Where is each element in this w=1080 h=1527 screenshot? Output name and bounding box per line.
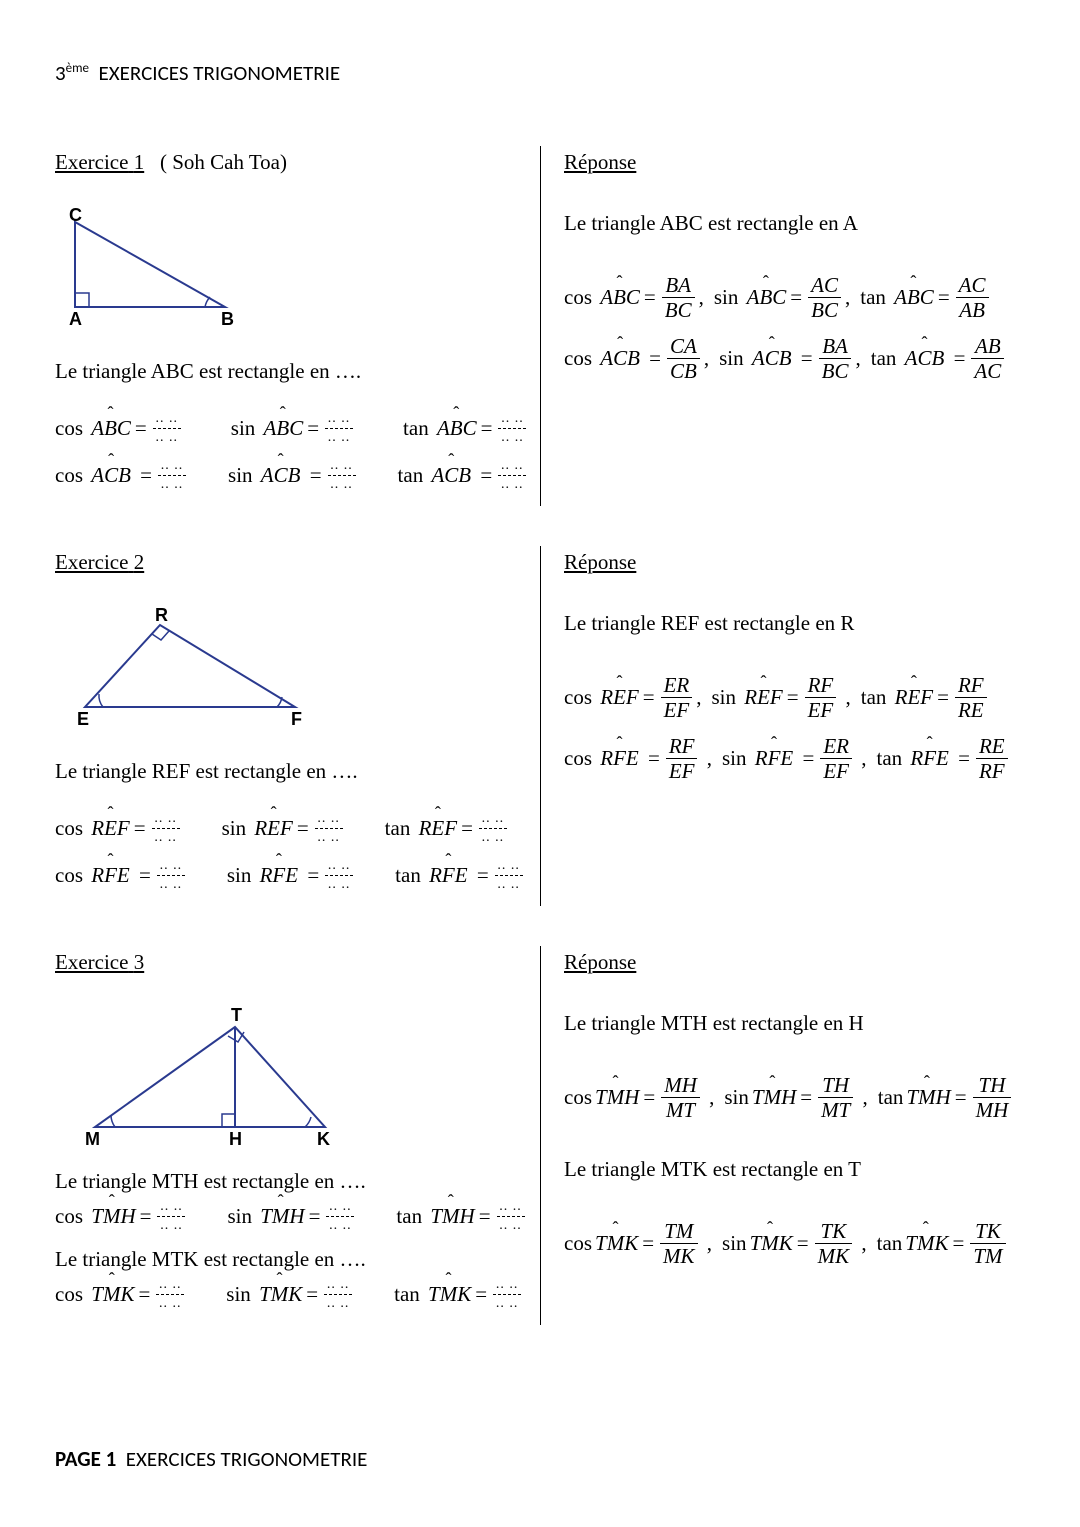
ex2-answer: Réponse Le triangle REF est rectangle en… <box>546 546 1025 796</box>
page: 3ème EXERCICES TRIGONOMETRIE Exercice 1 … <box>0 0 1080 1527</box>
exercise-3-row: Exercice 3 T M H K Le triangle MTH est r… <box>55 946 1025 1325</box>
exercise-2-row: Exercice 2 R E F Le triangle REF est rec… <box>55 546 1025 906</box>
svg-text:F: F <box>291 709 302 727</box>
ex1-a-row-b: cos ABC=BABC, sin ABC=ACBC, tan ABC=ACAB <box>564 274 1025 321</box>
svg-text:B: B <box>221 309 234 327</box>
ex3-question: Exercice 3 T M H K Le triangle MTH est r… <box>55 946 540 1325</box>
svg-text:C: C <box>69 207 82 225</box>
footer-title: EXERCICES TRIGONOMETRIE <box>126 1446 368 1472</box>
ex1-title: Exercice 1 <box>55 150 144 174</box>
reponse-label: Réponse <box>564 150 636 174</box>
svg-text:K: K <box>317 1129 330 1147</box>
column-divider <box>540 946 541 1325</box>
grade-sup: ème <box>66 61 89 76</box>
ex2-question: Exercice 2 R E F Le triangle REF est rec… <box>55 546 540 906</box>
triangle-ref-icon: R E F <box>55 607 315 727</box>
ex1-question: Exercice 1 ( Soh Cah Toa) C A B Le trian… <box>55 146 540 506</box>
column-divider <box>540 546 541 906</box>
ex3-q-intro2: Le triangle MTK est rectangle en …. <box>55 1247 530 1272</box>
ex2-q-row-e: cos REF=.. .... .. sin REF=.. .... .. ta… <box>55 812 530 845</box>
ex3-q-intro1: Le triangle MTH est rectangle en …. <box>55 1169 530 1194</box>
ex1-q-row-b: cos ABC=.. .... .. sin ABC=.. .... .. ta… <box>55 412 530 445</box>
reponse-label: Réponse <box>564 950 636 974</box>
svg-text:M: M <box>85 1129 100 1147</box>
column-divider <box>540 146 541 506</box>
ex2-a-row-e: cos REF=EREF, sin REF=RFEF , tan REF=RFR… <box>564 674 1025 721</box>
svg-text:T: T <box>231 1007 242 1025</box>
ex1-q-intro: Le triangle ABC est rectangle en …. <box>55 359 530 384</box>
ex3-answer: Réponse Le triangle MTH est rectangle en… <box>546 946 1025 1281</box>
ex3-q-row-m1: cos TMH=.. .... .. sin TMH=.. .... .. ta… <box>55 1200 530 1233</box>
page-footer: PAGE 1 EXERCICES TRIGONOMETRIE <box>55 1446 367 1472</box>
ex3-title: Exercice 3 <box>55 950 144 974</box>
ex1-a-intro: Le triangle ABC est rectangle en A <box>564 211 1025 236</box>
reponse-label: Réponse <box>564 550 636 574</box>
ex2-title: Exercice 2 <box>55 550 144 574</box>
ex1-q-row-c: cos ACB =.. .... .. sin ACB =.. .... .. … <box>55 459 530 492</box>
exercise-1-row: Exercice 1 ( Soh Cah Toa) C A B Le trian… <box>55 146 1025 506</box>
svg-text:H: H <box>229 1129 242 1147</box>
svg-text:E: E <box>77 709 89 727</box>
ex1-subtitle: ( Soh Cah Toa) <box>160 150 287 174</box>
ex1-answer: Réponse Le triangle ABC est rectangle en… <box>546 146 1025 396</box>
page-header: 3ème EXERCICES TRIGONOMETRIE <box>55 60 1025 86</box>
ex2-a-row-f: cos RFE =RFEF , sin RFE =EREF , tan RFE … <box>564 735 1025 782</box>
grade-number: 3 <box>55 60 66 86</box>
ex2-a-intro: Le triangle REF est rectangle en R <box>564 611 1025 636</box>
ex3-a-intro2: Le triangle MTK est rectangle en T <box>564 1157 1025 1182</box>
header-title: EXERCICES TRIGONOMETRIE <box>98 60 340 86</box>
footer-page: PAGE 1 <box>55 1446 116 1472</box>
ex3-a-row-m1: cosTMH=MHMT , sinTMH=THMT , tanTMH=THMH <box>564 1074 1025 1121</box>
ex2-q-row-f: cos RFE =.. .... .. sin RFE =.. .... .. … <box>55 859 530 892</box>
ex3-a-intro1: Le triangle MTH est rectangle en H <box>564 1011 1025 1036</box>
triangle-abc-icon: C A B <box>55 207 245 327</box>
ex2-q-intro: Le triangle REF est rectangle en …. <box>55 759 530 784</box>
svg-text:R: R <box>155 607 168 625</box>
ex1-a-row-c: cos ACB =CACB, sin ACB =BABC, tan ACB =A… <box>564 335 1025 382</box>
triangle-mthk-icon: T M H K <box>55 1007 355 1147</box>
svg-text:A: A <box>69 309 82 327</box>
ex3-q-row-m2: cos TMK=.. .... .. sin TMK=.. .... .. ta… <box>55 1278 530 1311</box>
ex3-a-row-m2: cosTMK=TMMK , sinTMK=TKMK , tanTMK=TKTM <box>564 1220 1025 1267</box>
